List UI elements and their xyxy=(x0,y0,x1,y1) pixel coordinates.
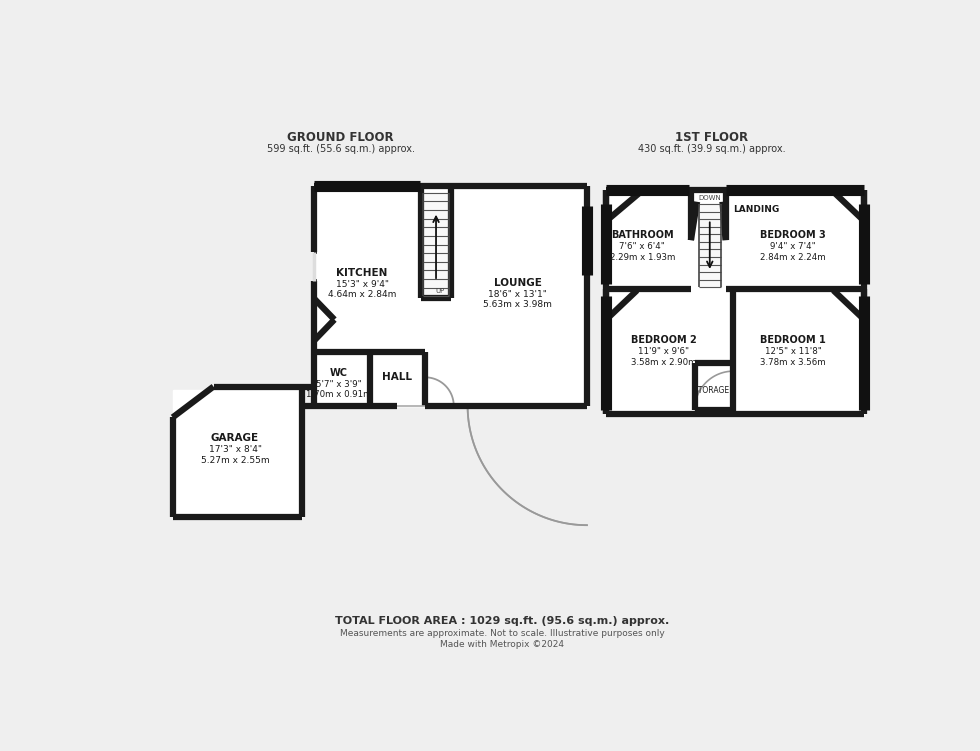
Text: 5.27m x 2.55m: 5.27m x 2.55m xyxy=(201,456,270,465)
Text: 5'7" x 3'9": 5'7" x 3'9" xyxy=(317,380,362,389)
Text: 430 sq.ft. (39.9 sq.m.) approx.: 430 sq.ft. (39.9 sq.m.) approx. xyxy=(638,144,786,155)
Text: HALL: HALL xyxy=(382,372,412,382)
Text: 9'4" x 7'4": 9'4" x 7'4" xyxy=(770,242,816,251)
Polygon shape xyxy=(172,391,302,517)
Text: LOUNGE: LOUNGE xyxy=(494,278,542,288)
Text: STORAGE: STORAGE xyxy=(694,386,730,395)
Polygon shape xyxy=(607,190,864,414)
Text: 17'3" x 8'4": 17'3" x 8'4" xyxy=(209,445,262,454)
Text: 5.63m x 3.98m: 5.63m x 3.98m xyxy=(483,300,552,309)
Text: UP: UP xyxy=(435,288,445,294)
Text: 1ST FLOOR: 1ST FLOOR xyxy=(675,131,749,144)
Text: BEDROOM 3: BEDROOM 3 xyxy=(760,230,826,240)
Polygon shape xyxy=(423,192,449,297)
Polygon shape xyxy=(314,352,425,406)
Text: GROUND FLOOR: GROUND FLOOR xyxy=(287,131,394,144)
Text: BEDROOM 2: BEDROOM 2 xyxy=(631,336,697,345)
Text: GARAGE: GARAGE xyxy=(211,433,259,443)
Text: 12'5" x 11'8": 12'5" x 11'8" xyxy=(764,348,822,357)
Text: BEDROOM 1: BEDROOM 1 xyxy=(760,336,826,345)
Text: 2.84m x 2.24m: 2.84m x 2.24m xyxy=(760,252,826,261)
Text: 3.58m x 2.90m: 3.58m x 2.90m xyxy=(631,358,697,367)
Text: 7'6" x 6'4": 7'6" x 6'4" xyxy=(619,242,665,251)
Text: LANDING: LANDING xyxy=(733,205,779,214)
Text: 18'6" x 13'1": 18'6" x 13'1" xyxy=(488,290,547,299)
Text: DOWN: DOWN xyxy=(699,195,721,201)
Text: 2.29m x 1.93m: 2.29m x 1.93m xyxy=(610,252,675,261)
Text: 15'3" x 9'4": 15'3" x 9'4" xyxy=(335,279,389,288)
Polygon shape xyxy=(699,204,721,287)
Text: Made with Metropix ©2024: Made with Metropix ©2024 xyxy=(440,640,564,649)
Text: 599 sq.ft. (55.6 sq.m.) approx.: 599 sq.ft. (55.6 sq.m.) approx. xyxy=(267,144,415,155)
Text: WC: WC xyxy=(330,369,348,379)
Text: KITCHEN: KITCHEN xyxy=(336,267,388,278)
Text: 4.64m x 2.84m: 4.64m x 2.84m xyxy=(328,291,396,300)
Text: 1.70m x 0.91m: 1.70m x 0.91m xyxy=(307,390,371,399)
Text: Measurements are approximate. Not to scale. Illustrative purposes only: Measurements are approximate. Not to sca… xyxy=(340,629,664,638)
Text: BATHROOM: BATHROOM xyxy=(612,230,673,240)
Text: 3.78m x 3.56m: 3.78m x 3.56m xyxy=(760,358,826,367)
Text: TOTAL FLOOR AREA : 1029 sq.ft. (95.6 sq.m.) approx.: TOTAL FLOOR AREA : 1029 sq.ft. (95.6 sq.… xyxy=(335,617,669,626)
Polygon shape xyxy=(314,186,587,406)
Text: 11'9" x 9'6": 11'9" x 9'6" xyxy=(638,348,690,357)
